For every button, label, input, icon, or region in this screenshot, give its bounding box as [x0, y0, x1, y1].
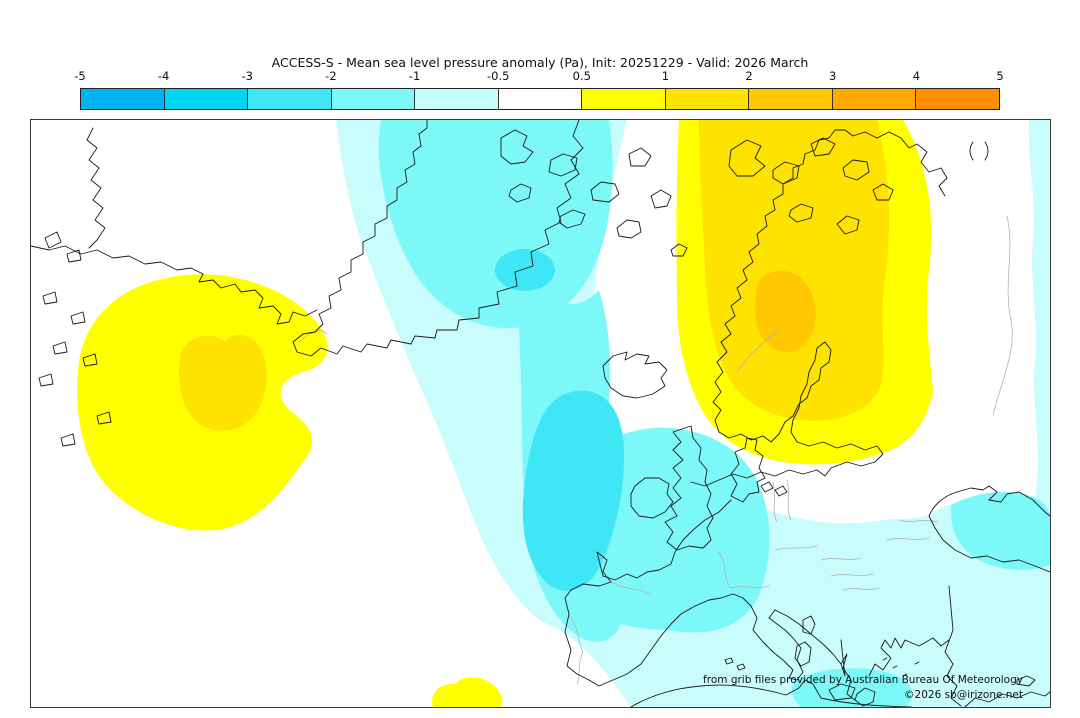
colorbar-tick: 5 — [996, 69, 1004, 83]
border-finland-russia — [992, 215, 1013, 416]
colorbar-segment — [916, 89, 1000, 109]
colorbar-tick: -1 — [408, 69, 421, 83]
colorbar-segment — [832, 89, 917, 109]
coastline-canada-islands — [38, 231, 112, 447]
border-balkans — [820, 557, 880, 591]
anomaly-negative-mid-nspain — [576, 582, 713, 630]
coastline-svalbard — [728, 137, 989, 235]
coastline-med-islands — [724, 615, 920, 701]
country-borders — [298, 215, 1013, 685]
colorbar-segment — [81, 89, 165, 109]
border-iberia — [568, 581, 652, 685]
anomaly-negative-mid-blacksea — [950, 491, 1050, 570]
coastline-iceland — [602, 351, 668, 399]
colorbar-segment — [749, 89, 833, 109]
coastline-denmark — [730, 437, 788, 503]
attribution-source: from grib files provided by Australian B… — [703, 674, 1023, 686]
anomaly-fill-layer — [77, 120, 1050, 707]
coastline-ireland — [630, 477, 674, 519]
coastline-north-africa — [630, 679, 912, 707]
colorbar-tick: -2 — [325, 69, 337, 83]
colorbar-segment — [248, 89, 332, 109]
anomaly-map — [31, 120, 1050, 707]
coastline-west-europe — [564, 499, 744, 687]
colorbar-segment — [582, 89, 666, 109]
colorbar-segment — [331, 89, 416, 109]
border-norway-sweden — [736, 329, 780, 373]
border-romania-ukraine — [886, 519, 938, 541]
colorbar-tick: -0.5 — [486, 69, 510, 83]
coastline-baltic — [690, 341, 884, 487]
colorbar-tick: -4 — [157, 69, 170, 83]
anomaly-right-edge-strip — [1028, 120, 1050, 580]
colorbar-segment — [415, 89, 499, 109]
colorbar-tick-labels: -5 -4 -3 -2 -1 -0.5 0.5 1 2 3 4 5 — [0, 69, 1080, 83]
anomaly-negative-strong-teardrop — [522, 390, 625, 591]
coastline-labrador — [31, 245, 318, 325]
coastline-arctic-archipelago — [500, 129, 688, 257]
coastline-baffin — [86, 127, 106, 249]
border-central-europe — [718, 545, 818, 589]
coastlines — [31, 120, 1050, 707]
colorbar-tick: 1 — [661, 69, 670, 83]
anomaly-positive-morocco-coast — [432, 677, 503, 707]
coastline-italy — [742, 597, 804, 681]
anomaly-positive-scandinavia-core — [755, 270, 816, 352]
coastline-anatolia-south — [964, 675, 1050, 707]
colorbar-segment — [164, 89, 249, 109]
coastline-greenland — [292, 120, 584, 357]
attribution: from grib files provided by Australian B… — [703, 673, 1023, 703]
coastline-adriatic-greece — [774, 609, 950, 707]
map-area: from grib files provided by Australian B… — [30, 119, 1051, 708]
coastline-britain — [664, 425, 714, 551]
coastline-norway — [712, 129, 948, 433]
anomaly-positive-west-atlantic-core — [179, 334, 268, 431]
anomaly-negative-strong-greenland-coast — [495, 249, 555, 291]
border-baltic-states — [772, 479, 792, 523]
page-title: ACCESS-S - Mean sea level pressure anoma… — [271, 55, 809, 70]
colorbar-tick: 2 — [745, 69, 753, 83]
anomaly-negative-mid-tunisia — [791, 668, 913, 707]
attribution-copyright: ©2026 sb@irizone.net — [904, 689, 1023, 701]
anomaly-negative-mid-top — [378, 120, 613, 329]
colorbar — [80, 88, 1000, 110]
colorbar-tick: 0.5 — [572, 69, 591, 83]
colorbar-tick: 3 — [829, 69, 837, 83]
coastline-blacksea — [928, 485, 1050, 707]
anomaly-positive-scandinavia-mid — [699, 120, 890, 421]
colorbar-segment — [665, 89, 750, 109]
colorbar-tick: -5 — [74, 69, 86, 83]
colorbar-tick: -3 — [241, 69, 253, 83]
colorbar-tick: 4 — [912, 69, 921, 83]
colorbar-segment — [498, 89, 583, 109]
